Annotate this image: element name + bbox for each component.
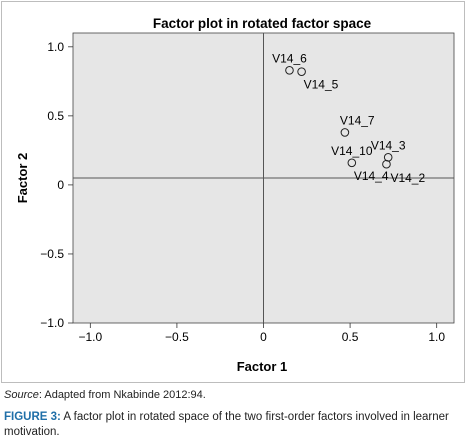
point-label: V14_7 xyxy=(340,113,375,127)
y-tick-label: 0.5 xyxy=(47,109,64,123)
point-label: V14_3 xyxy=(371,138,406,152)
point-label: V14_2 xyxy=(390,171,425,185)
point-labels: V14_6 V14_5 V14_7 V14_10 V14_4 V14_3 V14_2 xyxy=(272,51,425,185)
data-point xyxy=(285,65,294,75)
point-label: V14_10 xyxy=(331,144,373,158)
data-point xyxy=(347,158,357,168)
caption-label: FIGURE 3: xyxy=(4,411,61,423)
reference-lines xyxy=(73,33,454,323)
point-label: V14_4 xyxy=(354,169,389,183)
y-tick-label: −1.0 xyxy=(40,316,64,330)
figure-caption: FIGURE 3: A factor plot in rotated space… xyxy=(4,410,466,440)
source-text: : Adapted from Nkabinde 2012:94. xyxy=(38,389,206,401)
caption-text: A factor plot in rotated space of the tw… xyxy=(4,411,449,438)
y-tick-label: 1.0 xyxy=(47,40,64,54)
source-label: Source xyxy=(4,389,39,401)
data-points xyxy=(285,65,393,169)
point-label: V14_6 xyxy=(272,51,307,65)
y-tick-label: −0.5 xyxy=(40,247,64,261)
x-tick-label: 1.0 xyxy=(428,330,445,344)
y-axis-ticks: −1.0 −0.5 0 0.5 1.0 xyxy=(40,40,73,330)
factor-plot-chart: Factor plot in rotated factor space −1.0… xyxy=(15,16,455,374)
x-tick-label: −0.5 xyxy=(165,330,189,344)
point-label: V14_5 xyxy=(304,78,339,92)
data-point xyxy=(340,128,350,137)
data-point xyxy=(382,159,391,169)
data-point xyxy=(297,67,306,76)
x-tick-label: 0 xyxy=(260,330,267,344)
x-axis-label: Factor 1 xyxy=(237,359,288,374)
x-tick-label: 0.5 xyxy=(342,330,359,344)
y-axis-label: Factor 2 xyxy=(15,153,30,204)
y-tick-label: 0 xyxy=(57,178,64,192)
x-axis-ticks: −1.0 −0.5 0 0.5 1.0 xyxy=(78,323,445,344)
source-line: Source: Adapted from Nkabinde 2012:94. xyxy=(4,389,206,401)
chart-title: Factor plot in rotated factor space xyxy=(153,16,372,31)
x-tick-label: −1.0 xyxy=(78,330,102,344)
